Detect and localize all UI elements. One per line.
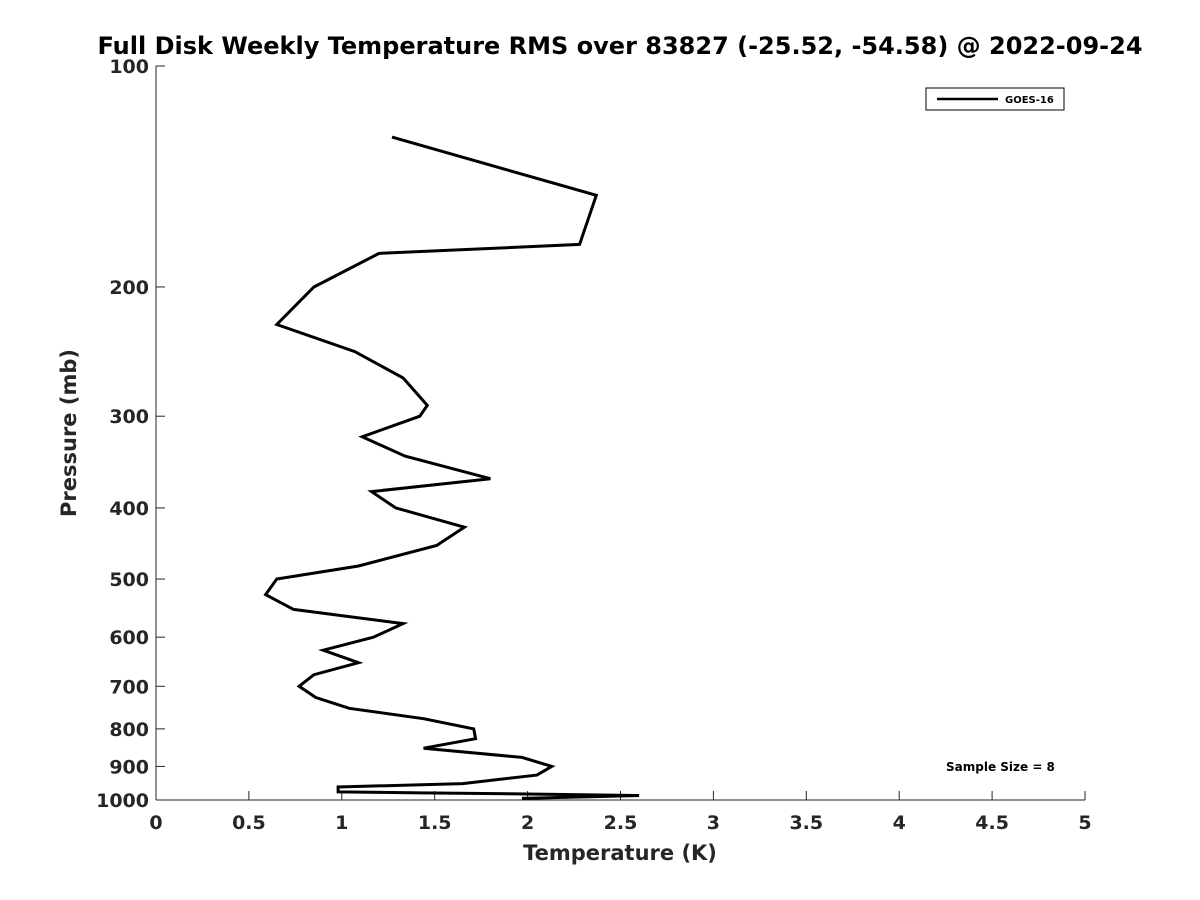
axes [155, 66, 1085, 801]
series-line-goes-16 [263, 135, 640, 800]
x-tick-label: 3.5 [789, 812, 823, 834]
y-tick-label: 500 [109, 569, 149, 591]
x-tick-label: 0 [149, 812, 162, 834]
sample-size-annotation: Sample Size = 8 [946, 760, 1055, 774]
legend: GOES-16 [925, 87, 1065, 111]
x-tick-label: 4.5 [975, 812, 1009, 834]
x-axis-label: Temperature (K) [523, 841, 717, 865]
x-tick-label: 4 [893, 812, 906, 834]
legend-entry: GOES-16 [1005, 95, 1054, 106]
y-tick-label: 100 [109, 56, 149, 78]
x-tick-label: 5 [1078, 812, 1091, 834]
x-tick-label: 3 [707, 812, 720, 834]
x-tick-label: 1 [335, 812, 348, 834]
y-tick-label: 600 [109, 627, 149, 649]
y-tick-label: 400 [109, 498, 149, 520]
y-ticks: 100 200 300 400 500 600 700 800 900 1000 [96, 56, 165, 812]
chart-title: Full Disk Weekly Temperature RMS over 83… [97, 32, 1142, 60]
y-tick-label: 300 [109, 406, 149, 428]
y-axis-label: Pressure (mb) [57, 349, 81, 517]
x-tick-label: 0.5 [232, 812, 266, 834]
x-ticks: 0 0.5 1 1.5 2 2.5 3 3.5 4 4.5 5 [149, 791, 1092, 834]
x-tick-label: 2 [521, 812, 534, 834]
y-tick-label: 1000 [96, 790, 149, 812]
series-layer [263, 135, 640, 800]
x-tick-label: 1.5 [418, 812, 452, 834]
y-tick-label: 900 [109, 756, 149, 778]
x-tick-label: 2.5 [604, 812, 638, 834]
y-tick-label: 200 [109, 277, 149, 299]
y-tick-label: 800 [109, 719, 149, 741]
y-tick-label: 700 [109, 676, 149, 698]
